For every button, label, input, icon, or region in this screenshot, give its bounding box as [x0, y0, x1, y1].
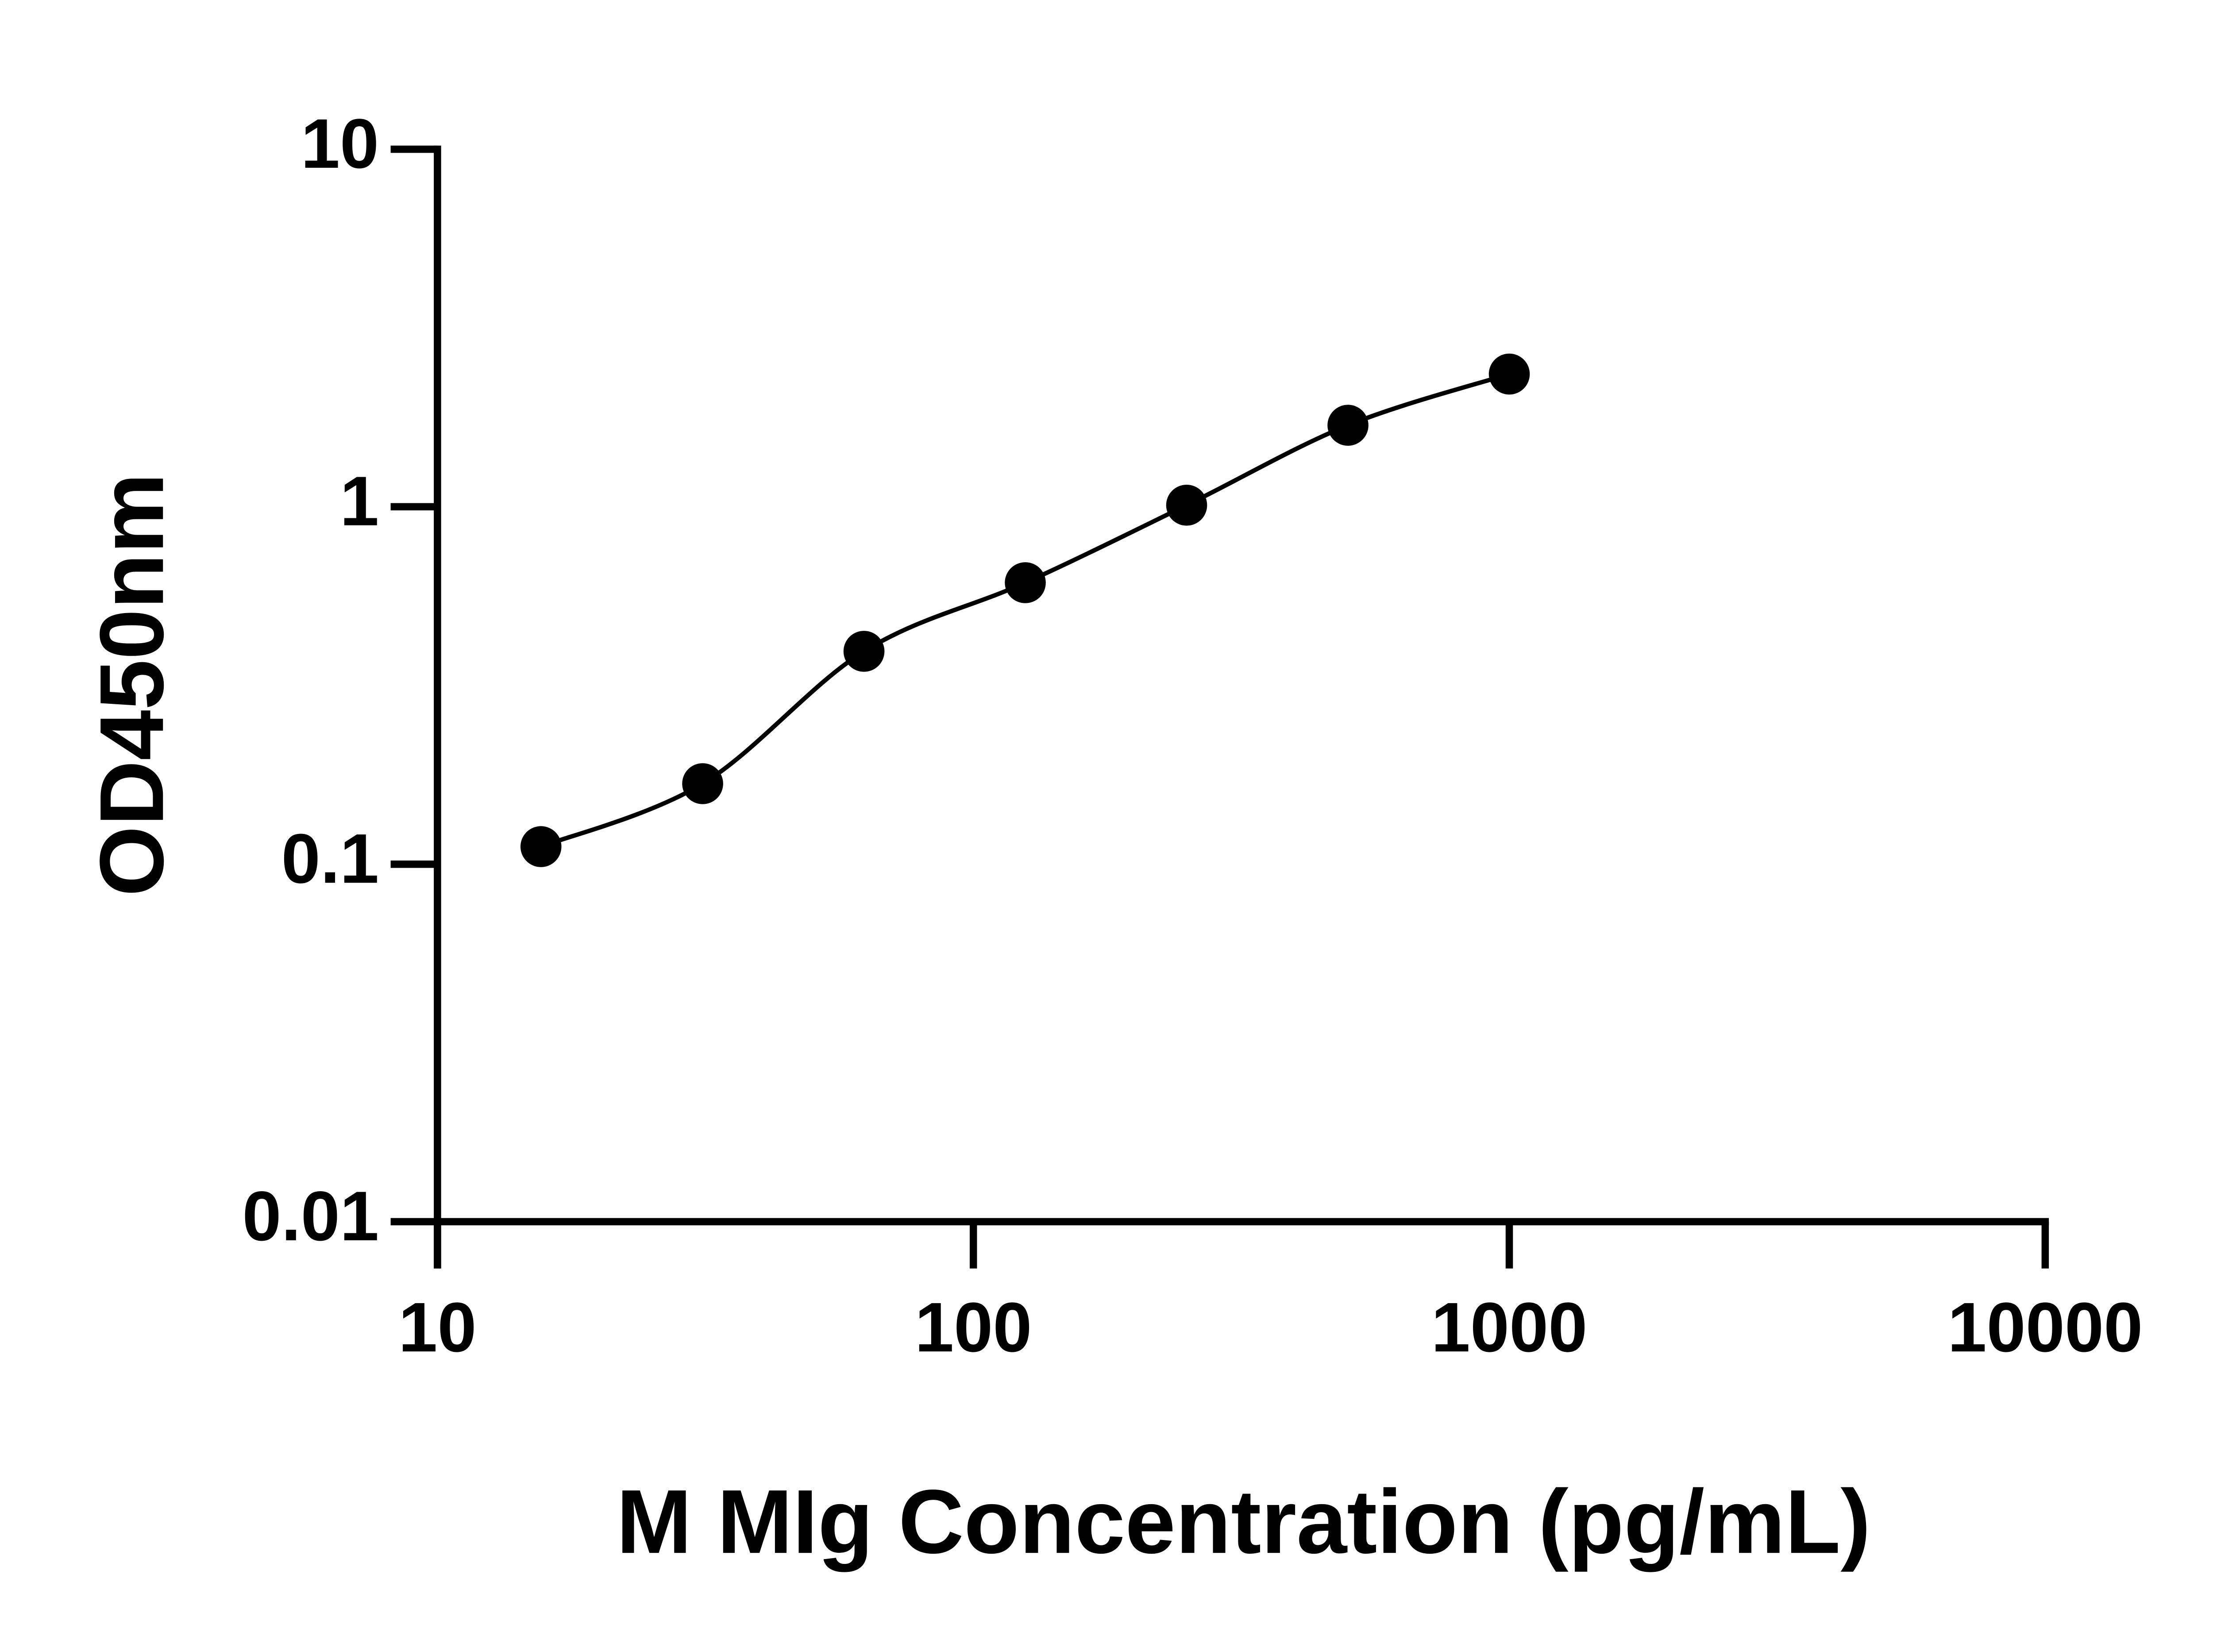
x-axis-title: M MIg Concentration (pg/mL) — [617, 1471, 1871, 1572]
y-axis-title: OD450nm — [81, 473, 182, 897]
x-tick-label: 10 — [398, 1288, 476, 1366]
x-tick-label: 10000 — [1947, 1288, 2143, 1366]
point — [1327, 405, 1369, 446]
point — [520, 826, 562, 867]
y-tick-label: 0.1 — [281, 819, 379, 898]
x-tick-label: 1000 — [1431, 1288, 1588, 1366]
y-tick-label: 10 — [301, 104, 379, 183]
point — [682, 763, 723, 804]
point — [843, 631, 885, 672]
x-tick-label: 100 — [915, 1288, 1032, 1366]
point — [1005, 562, 1046, 603]
point — [1166, 484, 1207, 526]
point — [1488, 353, 1530, 395]
y-tick-label: 1 — [340, 462, 379, 540]
y-tick-label: 0.01 — [242, 1177, 379, 1255]
